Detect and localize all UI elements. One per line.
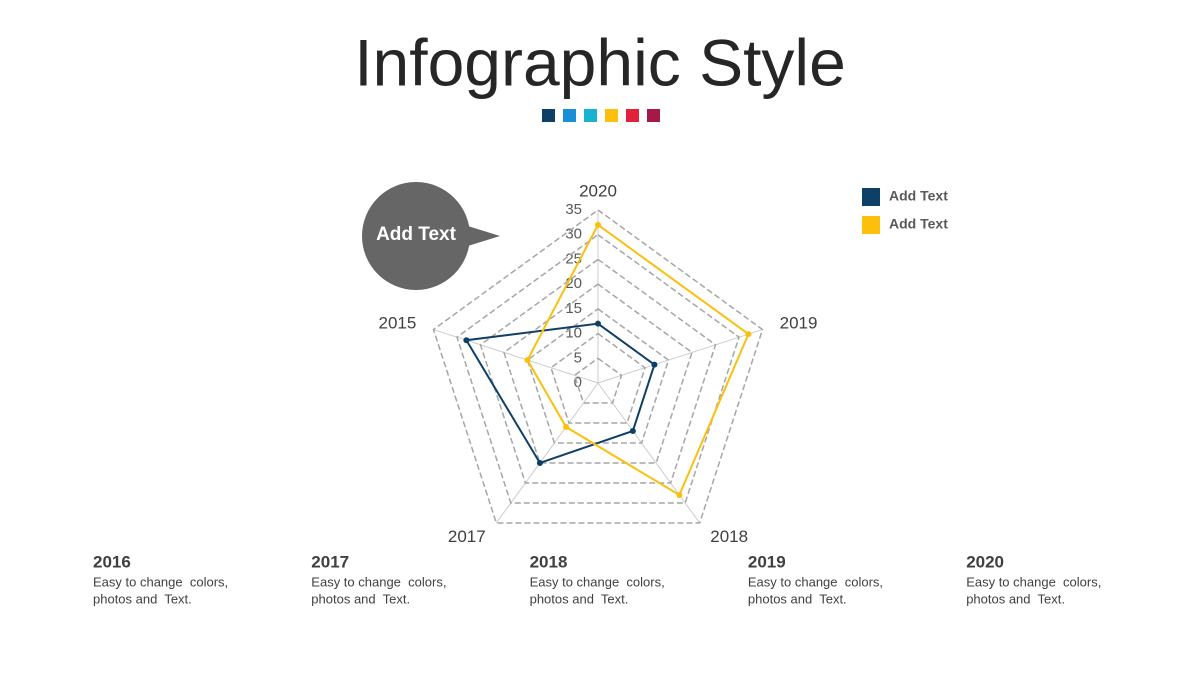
data-point bbox=[524, 357, 531, 364]
spoke bbox=[597, 329, 763, 384]
item-text: Easy to change colors, bbox=[530, 574, 665, 589]
item-text: photos and Text. bbox=[311, 591, 410, 606]
grid-ring bbox=[503, 283, 693, 464]
item-text: Easy to change colors, bbox=[966, 574, 1101, 589]
callout: Add Text bbox=[362, 182, 500, 290]
item-text: photos and Text. bbox=[93, 591, 192, 606]
legend-swatch bbox=[862, 216, 880, 234]
category-label: 2019 bbox=[780, 313, 818, 332]
spoke bbox=[597, 382, 701, 524]
r-tick-label: 5 bbox=[574, 349, 582, 366]
grid-ring bbox=[456, 233, 740, 504]
color-swatches bbox=[542, 109, 660, 122]
title: Infographic Style bbox=[354, 25, 846, 99]
data-point bbox=[629, 427, 636, 434]
category-label: 2017 bbox=[448, 527, 486, 546]
item-text: photos and Text. bbox=[966, 591, 1065, 606]
r-tick-label: 15 bbox=[565, 300, 582, 317]
item-year: 2019 bbox=[748, 552, 786, 571]
data-point bbox=[651, 361, 658, 368]
data-point bbox=[536, 459, 543, 466]
category-label: 2018 bbox=[710, 527, 748, 546]
legend-swatch bbox=[862, 188, 880, 206]
item-text: Easy to change colors, bbox=[93, 574, 228, 589]
series-line bbox=[464, 322, 656, 465]
category-label: 2015 bbox=[379, 313, 417, 332]
item-year: 2017 bbox=[311, 552, 349, 571]
item-text: photos and Text. bbox=[530, 591, 629, 606]
spoke bbox=[495, 382, 599, 524]
item-text: Easy to change colors, bbox=[748, 574, 883, 589]
data-point bbox=[595, 221, 601, 228]
spoke bbox=[433, 329, 599, 384]
data-point bbox=[745, 331, 752, 338]
callout-text: Add Text bbox=[376, 224, 457, 245]
r-tick-label: 0 bbox=[574, 374, 582, 391]
item-text: Easy to change colors, bbox=[311, 574, 446, 589]
item-year: 2018 bbox=[530, 552, 568, 571]
r-tick-label: 35 bbox=[565, 201, 582, 218]
grid-ring bbox=[573, 357, 623, 404]
legend-label: Add Text bbox=[889, 188, 948, 204]
data-point bbox=[595, 320, 601, 327]
item-text: photos and Text. bbox=[748, 591, 847, 606]
item-year: 2016 bbox=[93, 552, 131, 571]
grid-ring bbox=[479, 258, 717, 484]
data-point bbox=[676, 491, 683, 498]
legend-label: Add Text bbox=[889, 216, 948, 232]
data-point bbox=[463, 337, 470, 344]
data-point bbox=[563, 423, 570, 430]
series-line bbox=[526, 223, 750, 497]
item-year: 2020 bbox=[966, 552, 1004, 571]
grid-ring bbox=[550, 332, 646, 424]
category-label: 2020 bbox=[579, 181, 617, 200]
grid-ring bbox=[432, 209, 764, 524]
